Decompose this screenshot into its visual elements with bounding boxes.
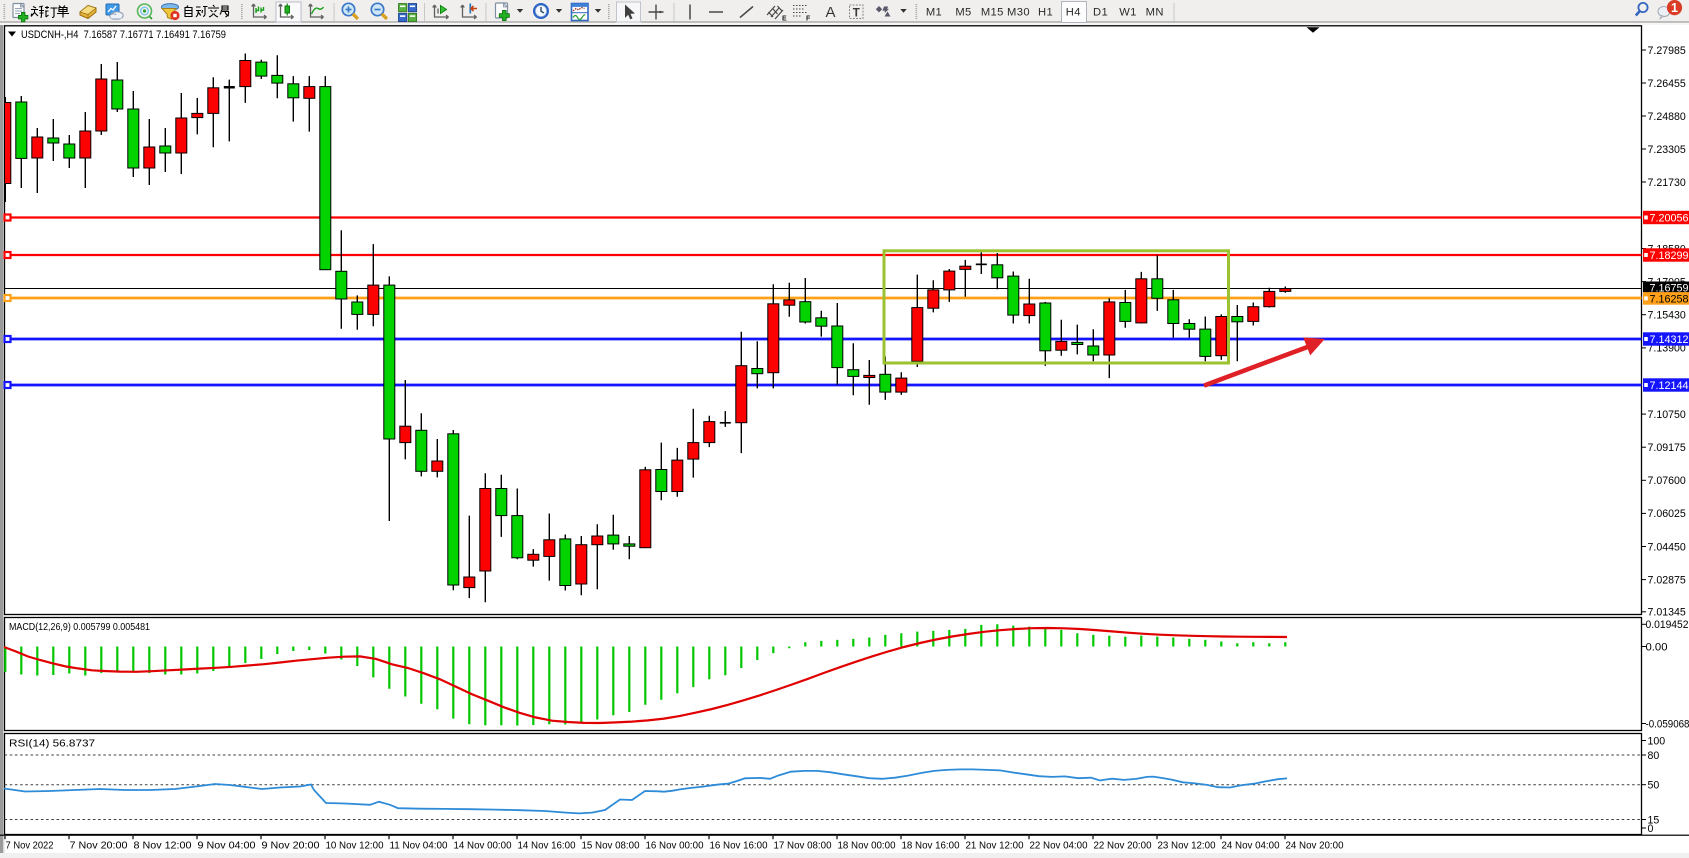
svg-text:-0.059068: -0.059068 <box>1646 718 1689 730</box>
svg-text:17 Nov 08:00: 17 Nov 08:00 <box>774 840 832 851</box>
svg-text:7.04450: 7.04450 <box>1648 541 1686 553</box>
svg-text:14 Nov 16:00: 14 Nov 16:00 <box>518 840 576 851</box>
svg-text:18 Nov 00:00: 18 Nov 00:00 <box>838 840 896 851</box>
svg-text:21 Nov 12:00: 21 Nov 12:00 <box>966 840 1024 851</box>
svg-text:7.16258: 7.16258 <box>1650 293 1689 305</box>
svg-text:7.21730: 7.21730 <box>1648 177 1686 189</box>
svg-text:11 Nov 04:00: 11 Nov 04:00 <box>390 840 448 851</box>
svg-text:7.02875: 7.02875 <box>1648 574 1686 586</box>
svg-text:9 Nov 20:00: 9 Nov 20:00 <box>262 840 320 851</box>
svg-text:RSI(14) 56.8737: RSI(14) 56.8737 <box>9 739 95 750</box>
svg-text:7.10750: 7.10750 <box>1648 409 1686 421</box>
svg-text:7.15430: 7.15430 <box>1648 310 1686 322</box>
svg-text:H4: H4 <box>1066 7 1081 19</box>
svg-text:A: A <box>826 4 836 21</box>
svg-text:T: T <box>853 8 860 20</box>
svg-text:24 Nov 20:00: 24 Nov 20:00 <box>1286 840 1344 851</box>
svg-text:22 Nov 20:00: 22 Nov 20:00 <box>1094 840 1152 851</box>
svg-text:24 Nov 04:00: 24 Nov 04:00 <box>1222 840 1280 851</box>
svg-text:80: 80 <box>1648 750 1660 762</box>
svg-text:15 Nov 08:00: 15 Nov 08:00 <box>582 840 640 851</box>
svg-text:7.07600: 7.07600 <box>1648 475 1686 487</box>
svg-text:E: E <box>782 16 787 23</box>
svg-text:M5: M5 <box>955 7 971 19</box>
svg-text:H1: H1 <box>1038 7 1053 19</box>
svg-text:0.019452: 0.019452 <box>1646 619 1689 631</box>
svg-text:USDCNH-,H4 7.16587 7.16771 7.: USDCNH-,H4 7.16587 7.16771 7.16491 7.167… <box>21 29 226 41</box>
svg-text:7 Nov 20:00: 7 Nov 20:00 <box>70 840 128 851</box>
svg-text:M30: M30 <box>1007 7 1030 19</box>
svg-text:7.14312: 7.14312 <box>1650 334 1689 346</box>
svg-text:7.12144: 7.12144 <box>1650 380 1689 392</box>
svg-text:M15: M15 <box>981 7 1004 19</box>
svg-text:22 Nov 04:00: 22 Nov 04:00 <box>1030 840 1088 851</box>
svg-text:8 Nov 12:00: 8 Nov 12:00 <box>134 840 192 851</box>
svg-text:7.06025: 7.06025 <box>1648 508 1686 520</box>
svg-text:D1: D1 <box>1093 7 1108 19</box>
svg-text:MN: MN <box>1146 7 1164 19</box>
svg-text:10 Nov 12:00: 10 Nov 12:00 <box>326 840 384 851</box>
svg-text:7.20056: 7.20056 <box>1650 212 1689 224</box>
svg-text:M1: M1 <box>926 7 942 19</box>
svg-text:F: F <box>806 16 811 23</box>
svg-text:7.27985: 7.27985 <box>1648 45 1686 57</box>
svg-text:7.09175: 7.09175 <box>1648 442 1686 454</box>
svg-text:1: 1 <box>1671 1 1678 15</box>
svg-text:9 Nov 04:00: 9 Nov 04:00 <box>198 840 256 851</box>
svg-text:15: 15 <box>1648 814 1660 826</box>
svg-text:7.01345: 7.01345 <box>1648 607 1686 619</box>
svg-text:23 Nov 12:00: 23 Nov 12:00 <box>1158 840 1216 851</box>
svg-text:100: 100 <box>1648 735 1666 747</box>
svg-text:7.24880: 7.24880 <box>1648 111 1686 123</box>
svg-text:16 Nov 16:00: 16 Nov 16:00 <box>710 840 768 851</box>
svg-text:MACD(12,26,9) 0.005799 0.00548: MACD(12,26,9) 0.005799 0.005481 <box>9 622 150 633</box>
svg-text:7.26455: 7.26455 <box>1648 78 1686 90</box>
svg-text:7.23305: 7.23305 <box>1648 144 1686 156</box>
svg-text:14 Nov 00:00: 14 Nov 00:00 <box>454 840 512 851</box>
svg-text:7.13900: 7.13900 <box>1648 343 1686 355</box>
svg-text:0: 0 <box>1648 823 1654 835</box>
svg-text:7 Nov 2022: 7 Nov 2022 <box>6 840 54 851</box>
svg-text:18 Nov 16:00: 18 Nov 16:00 <box>902 840 960 851</box>
svg-text:W1: W1 <box>1119 7 1137 19</box>
svg-text:7.16759: 7.16759 <box>1650 283 1689 295</box>
svg-text:16 Nov 00:00: 16 Nov 00:00 <box>646 840 704 851</box>
svg-text:7.18299: 7.18299 <box>1650 250 1689 262</box>
svg-text:0.00: 0.00 <box>1646 641 1668 653</box>
svg-text:50: 50 <box>1648 780 1660 792</box>
